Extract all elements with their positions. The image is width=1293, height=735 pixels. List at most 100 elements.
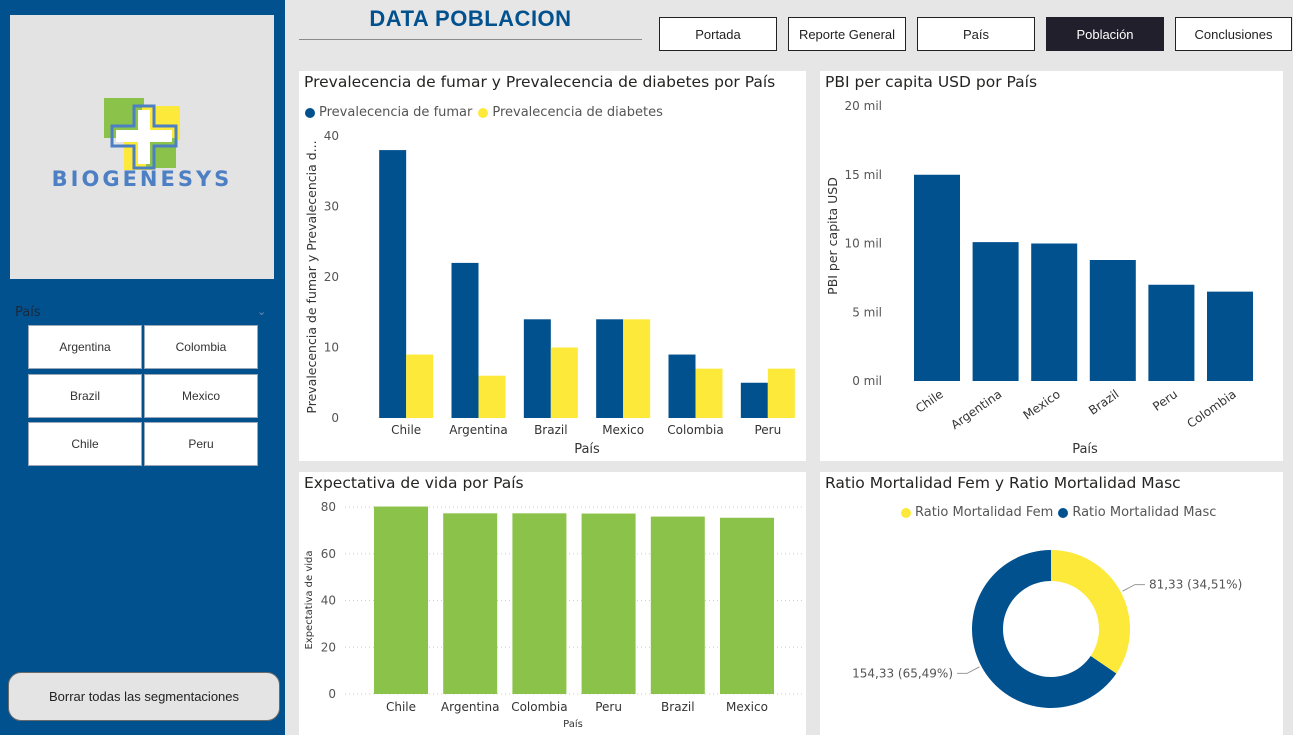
x-tick-label: Argentina: [948, 387, 1004, 432]
life-expectancy-card: Expectativa de vida por País 0 20 40 60 80 Ch…: [299, 472, 806, 735]
bar-peru: [1148, 284, 1195, 381]
chart-title: Prevalecencia de fumar y Prevalecencia d…: [304, 73, 776, 91]
bar-chile: [374, 506, 428, 694]
nav-button-poblacion[interactable]: Población: [1046, 17, 1164, 51]
y-tick-label: 40: [321, 594, 336, 608]
x-tick-label: Brazil: [1086, 387, 1121, 418]
x-tick-label: Chile: [391, 423, 421, 437]
logo-text: BIOGENESYS: [51, 167, 233, 191]
x-tick-label: Colombia: [1184, 387, 1238, 431]
page-title: DATA POBLACION: [369, 6, 572, 31]
x-tick-label: Peru: [1150, 387, 1180, 414]
x-tick-label: Chile: [386, 700, 416, 714]
y-tick-label: 10 mil: [845, 237, 882, 251]
y-axis-label: Expectativa de vida: [304, 550, 315, 649]
x-tick-label: Peru: [595, 700, 622, 714]
legend-item-masc: Ratio Mortalidad Masc: [1072, 505, 1217, 520]
legend-dot-icon: [305, 107, 315, 118]
legend-dot-icon: [1058, 507, 1069, 518]
data-label: 81,33 (34,51%): [1149, 578, 1242, 592]
x-tick-label: Mexico: [602, 423, 644, 437]
x-tick-label: Brazil: [661, 700, 695, 714]
nav-button-conclusiones[interactable]: Conclusiones: [1175, 17, 1292, 51]
x-tick-label: Mexico: [1021, 387, 1063, 423]
bar-brazil-diabetes: [550, 347, 578, 418]
legend-item-diabetes: Prevalecencia de diabetes: [492, 105, 663, 120]
slicer-option-mexico[interactable]: Mexico: [144, 374, 258, 418]
nav-button-reporte-general[interactable]: Reporte General: [788, 17, 906, 51]
y-tick-label: 60: [321, 547, 336, 561]
y-axis-label: PBI per capita USD: [825, 177, 840, 295]
legend-dot-icon: [478, 107, 489, 118]
y-tick-label: 0 mil: [852, 374, 882, 388]
bar-colombia: [512, 513, 567, 694]
y-axis-label: Prevalecencia de fumar y Prevalecencia d…: [304, 140, 319, 413]
nav-button-portada[interactable]: Portada: [659, 17, 777, 51]
donut-slice-fem: [1051, 550, 1130, 674]
x-tick-label: Brazil: [534, 423, 568, 437]
donut-slice-masc: [972, 550, 1117, 708]
bar-colombia-diabetes: [695, 368, 723, 418]
bar-argentina: [443, 513, 498, 694]
bar-colombia: [1207, 291, 1253, 381]
leader-line: [957, 666, 980, 674]
bar-peru-smoking: [740, 382, 768, 418]
logo-cross-icon: [104, 98, 180, 170]
x-tick-label: Peru: [754, 423, 781, 437]
y-tick-label: 20: [324, 270, 339, 284]
bar-peru-diabetes: [767, 368, 795, 418]
y-tick-label: 80: [321, 500, 336, 514]
bar-brazil-smoking: [523, 319, 551, 418]
x-axis-label: País: [563, 718, 583, 730]
bar-chile-smoking: [379, 150, 407, 418]
chart-title: PBI per capita USD por País: [825, 73, 1038, 91]
clear-slicers-button[interactable]: Borrar todas las segmentaciones: [8, 672, 280, 721]
x-tick-label: Chile: [913, 387, 946, 416]
chart-legend: Ratio Mortalidad Fem Ratio Mortalidad Ma…: [901, 505, 1216, 520]
y-tick-label: 0: [331, 411, 339, 425]
slicer-option-colombia[interactable]: Colombia: [144, 325, 258, 369]
nav-button-pais[interactable]: País: [917, 17, 1035, 51]
x-axis-label: País: [574, 442, 600, 457]
bar-argentina: [972, 242, 1019, 381]
smoking-diabetes-chart[interactable]: 0 10 20 30 40 Chile Argentina Brazil Mexico Colom…: [299, 71, 806, 461]
y-tick-label: 20 mil: [845, 99, 882, 113]
logo-panel: BIOGENESYS: [10, 15, 274, 279]
legend-item-smoking: Prevalecencia de fumar: [319, 105, 473, 120]
bar-colombia-smoking: [668, 354, 696, 418]
gdp-card: PBI per capita USD por País 0 mil 5 mil 10…: [820, 71, 1283, 461]
life-expectancy-chart[interactable]: 0 20 40 60 80 Chile Argentina Colombia Peru Brazi…: [299, 472, 806, 735]
slicer-option-chile[interactable]: Chile: [28, 422, 142, 466]
x-axis-label: País: [1072, 442, 1098, 457]
x-tick-label: Argentina: [449, 423, 508, 437]
y-tick-label: 20: [321, 640, 336, 654]
bar-brazil: [1089, 260, 1136, 381]
slicer-option-peru[interactable]: Peru: [144, 422, 258, 466]
mortality-donut-chart[interactable]: 81,33 (34,51%) 154,33 (65,49%): [820, 472, 1283, 735]
x-tick-label: Mexico: [726, 700, 768, 714]
bar-mexico: [720, 517, 774, 694]
y-tick-label: 15 mil: [845, 168, 882, 182]
mortality-card: Ratio Mortalidad Fem y Ratio Mortalidad …: [820, 472, 1283, 735]
bar-chile-diabetes: [406, 354, 434, 418]
bar-mexico-smoking: [596, 319, 624, 418]
slicer-option-brazil[interactable]: Brazil: [28, 374, 142, 418]
title-divider: [299, 39, 642, 40]
slicer-title: País: [15, 305, 41, 320]
bar-argentina-smoking: [451, 262, 479, 418]
legend-dot-icon: [901, 507, 911, 518]
bar-chile: [914, 174, 960, 381]
slicer-option-argentina[interactable]: Argentina: [28, 325, 142, 369]
x-tick-label: Colombia: [667, 423, 723, 437]
sidebar: BIOGENESYS País ⌄ Argentina Colombia Bra…: [0, 0, 285, 735]
chart-legend: Prevalecencia de fumar Prevalecencia de …: [305, 105, 663, 120]
data-label: 154,33 (65,49%): [852, 666, 953, 680]
y-tick-label: 10: [324, 341, 339, 355]
chart-title: Ratio Mortalidad Fem y Ratio Mortalidad …: [825, 474, 1181, 492]
bar-peru: [581, 513, 636, 694]
y-tick-label: 40: [324, 129, 339, 143]
gdp-chart[interactable]: 0 mil 5 mil 10 mil 15 mil 20 mil Chile Argenti…: [820, 71, 1283, 461]
y-tick-label: 0: [328, 687, 336, 701]
chevron-down-icon[interactable]: ⌄: [257, 305, 267, 318]
smoking-diabetes-card: Prevalecencia de fumar y Prevalecencia d…: [299, 71, 806, 461]
